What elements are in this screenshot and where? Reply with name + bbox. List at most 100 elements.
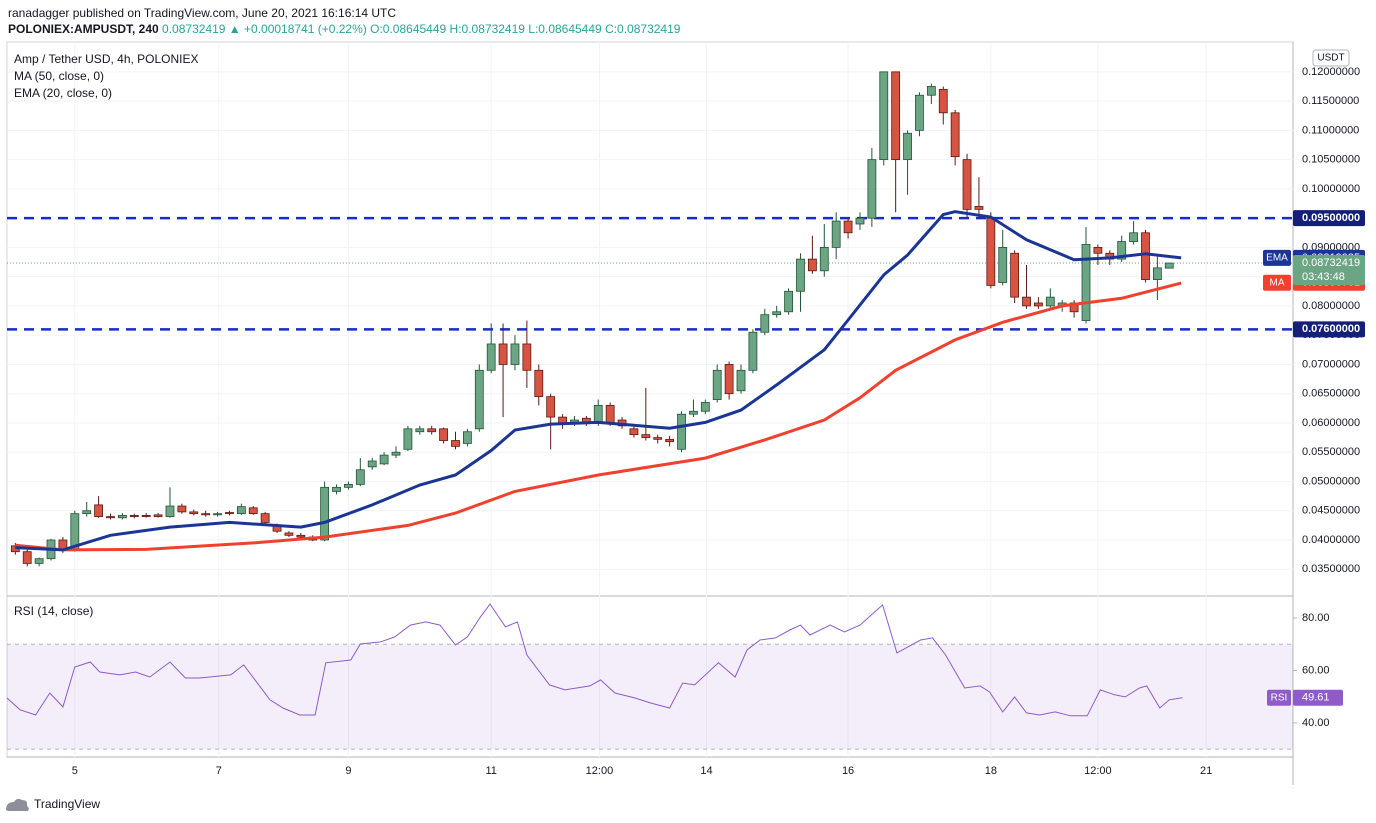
- candle-body: [332, 486, 341, 492]
- candle-body: [1045, 296, 1055, 307]
- rsi-tick-label: 40.00: [1302, 717, 1330, 729]
- candle-body: [689, 410, 698, 415]
- x-tick-label: 14: [700, 765, 712, 777]
- y-tick-label: 0.11000000: [1302, 124, 1359, 136]
- candle-body: [926, 86, 936, 96]
- candle-body: [772, 311, 782, 316]
- candle-body: [129, 515, 139, 517]
- rsi-badge-label: 49.61: [1302, 692, 1330, 704]
- grid: [7, 42, 1293, 757]
- rsi-tick-label: 80.00: [1302, 612, 1330, 624]
- candle-body: [1081, 244, 1091, 321]
- candle-body: [760, 314, 770, 333]
- y-tick-label: 0.04500000: [1302, 505, 1360, 517]
- candle-body: [605, 404, 615, 424]
- candle-body: [427, 428, 437, 433]
- close: C:0.08732419: [605, 22, 681, 36]
- currency: USDT: [1317, 53, 1344, 64]
- level-badge: [1293, 210, 1365, 227]
- x-tick-label: 12:00: [586, 765, 614, 777]
- candle-body: [177, 505, 187, 513]
- candle-body: [665, 438, 675, 443]
- candle-body: [1164, 262, 1174, 269]
- header: ranadagger published on TradingView.com,…: [8, 5, 680, 37]
- candle-body: [807, 258, 817, 272]
- badge-tag-label: MA: [1270, 277, 1285, 288]
- candle-body: [510, 343, 520, 365]
- rsi-legend: RSI (14, close): [14, 604, 93, 618]
- candle-body: [1141, 232, 1150, 280]
- candle-body: [367, 460, 377, 468]
- y-tick-label: 0.12000000: [1302, 66, 1360, 78]
- candle-body: [903, 132, 912, 161]
- candle-body: [201, 513, 211, 516]
- x-tick-label: 5: [72, 765, 78, 777]
- rsi-line: [6, 603, 1183, 717]
- y-tick-label: 0.05000000: [1302, 475, 1360, 487]
- candle-body: [736, 369, 746, 392]
- candle-body: [225, 512, 234, 515]
- rsi-tag: [1267, 689, 1291, 706]
- candle-body: [296, 534, 306, 538]
- legend-entry: EMA (20, close, 0): [14, 86, 112, 100]
- candle-body: [236, 506, 246, 515]
- y-tick-label: 0.06000000: [1302, 417, 1360, 429]
- candle-body: [593, 404, 603, 424]
- y-tick-label: 0.10000000: [1302, 183, 1360, 195]
- x-tick-label: 9: [345, 765, 351, 777]
- currency-box: [1312, 49, 1350, 67]
- candle-body: [213, 513, 222, 516]
- candle-body: [141, 515, 151, 517]
- candle-body: [1152, 267, 1162, 280]
- low: L:0.08645449: [528, 22, 602, 36]
- candle-body: [22, 551, 32, 564]
- candle-body: [379, 454, 389, 465]
- change: ▲ +0.00018741 (+0.22%): [228, 22, 367, 36]
- candle-body: [153, 514, 163, 517]
- candle-body: [344, 483, 353, 488]
- candle-body: [451, 440, 460, 447]
- chart-title: Amp / Tether USD, 4h, POLONIEX: [14, 52, 199, 66]
- y-tick-label: 0.03500000: [1302, 563, 1360, 575]
- x-tick-label: 21: [1200, 765, 1212, 777]
- candle-body: [796, 258, 805, 292]
- y-tick-label: 0.10500000: [1302, 154, 1360, 166]
- candle-body: [486, 343, 496, 371]
- candle-body: [462, 431, 472, 444]
- ma-line: [15, 210, 1182, 552]
- candle-body: [260, 513, 270, 523]
- candle-body: [1022, 296, 1031, 307]
- level-badge: [1293, 321, 1365, 338]
- candle-body: [891, 71, 901, 161]
- candle-body: [819, 246, 829, 272]
- candle-body: [284, 532, 294, 536]
- candle-body: [165, 505, 175, 517]
- candle-body: [439, 428, 448, 441]
- candle-body: [546, 396, 556, 418]
- candle-body: [522, 343, 532, 371]
- level-label: 0.07600000: [1302, 323, 1360, 335]
- candle-body: [320, 486, 330, 541]
- rsi-tag-label: RSI: [1271, 692, 1288, 703]
- x-tick-label: 18: [985, 765, 997, 777]
- candle-body: [355, 469, 365, 485]
- candle-body: [962, 159, 972, 210]
- y-tick-label: 0.07000000: [1302, 358, 1360, 370]
- candle-body: [677, 413, 686, 450]
- candle-body: [189, 511, 199, 515]
- price: 0.08732419: [162, 22, 226, 36]
- y-tick-label: 0.04000000: [1302, 534, 1360, 546]
- rsi-badge: [1293, 689, 1343, 706]
- publish-line: ranadagger published on TradingView.com,…: [8, 6, 397, 20]
- y-tick-label: 0.05500000: [1302, 446, 1360, 458]
- x-tick-label: 7: [216, 765, 222, 777]
- candle-body: [1093, 246, 1103, 254]
- y-tick-label: 0.06500000: [1302, 388, 1360, 400]
- candle-body: [724, 364, 734, 395]
- candle-body: [938, 89, 948, 114]
- badge-tag: [1263, 249, 1291, 266]
- candle-body: [498, 343, 508, 365]
- candle-body: [855, 217, 865, 225]
- countdown: 03:43:48: [1302, 271, 1345, 283]
